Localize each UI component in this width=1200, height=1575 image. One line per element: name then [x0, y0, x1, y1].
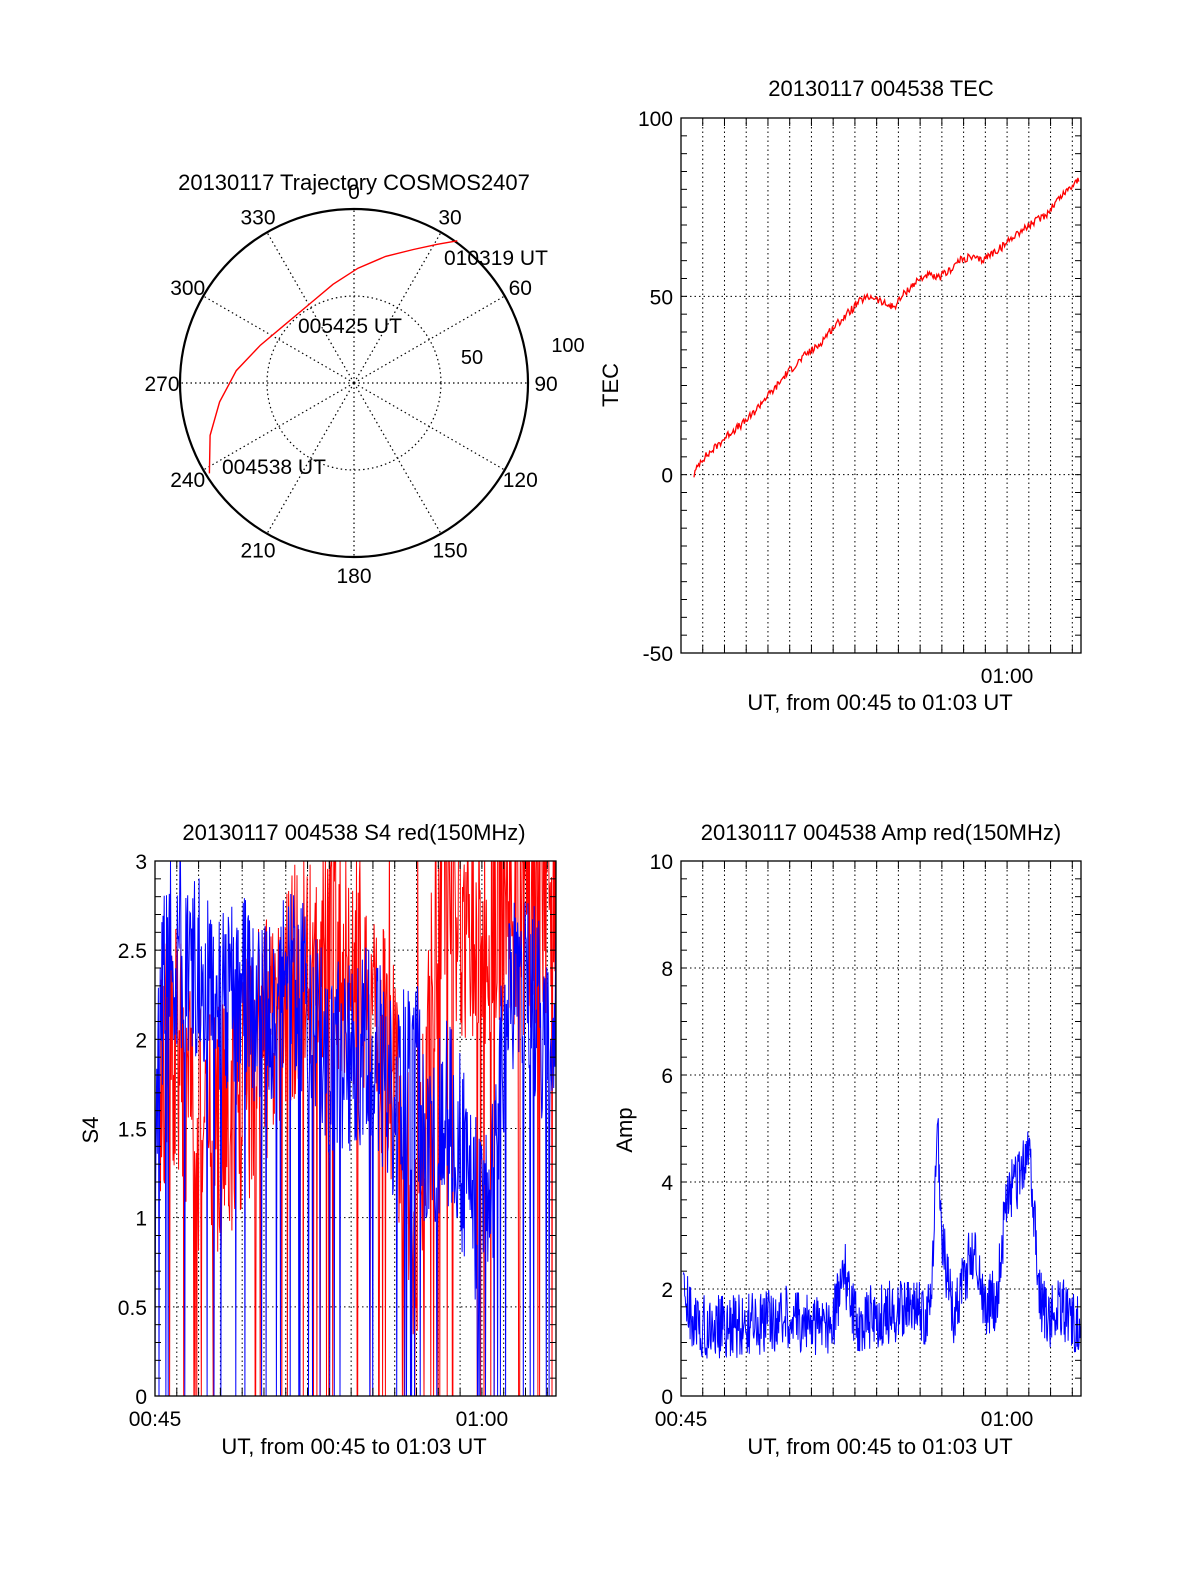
polar-azimuth-labels: 0 30 60 90 120 150 180 210 240 270 300 330 — [144, 181, 557, 588]
amp-ytick-label: 2 — [661, 1279, 673, 1302]
tec-ytick-label: 50 — [650, 286, 673, 309]
tec-grid — [681, 118, 1081, 653]
s4-ytick-label: 0 — [135, 1386, 147, 1409]
tec-ytick-label: 0 — [661, 465, 673, 488]
s4-series-line — [155, 861, 556, 1396]
polar-azimuth-label: 300 — [170, 277, 205, 300]
amp-series-line — [682, 1118, 1081, 1359]
polar-azimuth-label: 330 — [240, 207, 275, 230]
polar-azimuth-label: 180 — [336, 565, 371, 588]
amp-ytick-label: 0 — [661, 1386, 673, 1409]
polar-azimuth-label: 150 — [432, 539, 467, 562]
s4-ytick-label: 3 — [135, 851, 147, 874]
amp-series — [682, 1118, 1081, 1359]
tec-title: 20130117 004538 TEC — [768, 76, 994, 101]
tec-xtick-label: 01:00 — [981, 665, 1034, 688]
tec-ytick-label: -50 — [643, 643, 673, 666]
s4-ytick-label: 0.5 — [118, 1297, 147, 1320]
s4-ytick-label: 2 — [135, 1029, 147, 1052]
polar-azimuth-label: 270 — [144, 373, 179, 396]
tec-series-line — [693, 177, 1080, 478]
tec-ylabel: TEC — [598, 363, 623, 407]
annotation-start-time: 004538 UT — [222, 456, 326, 479]
polar-azimuth-label: 240 — [170, 469, 205, 492]
s4-ylabel: S4 — [78, 1117, 103, 1144]
amp-ylabel: Amp — [612, 1107, 637, 1152]
polar-spoke — [353, 232, 442, 384]
s4-xtick-label: 00:45 — [129, 1408, 182, 1431]
amp-chart: 20130117 004538 Amp red(150MHz) 02468100… — [612, 820, 1082, 1459]
s4-ytick-label: 2.5 — [118, 940, 147, 963]
polar-azimuth-label: 60 — [509, 277, 532, 300]
amp-xlabel: UT, from 00:45 to 01:03 UT — [747, 1434, 1012, 1459]
s4-chart: 20130117 004538 S4 red(150MHz) 0 0.5 1 1.5 2… — [78, 820, 557, 1459]
polar-azimuth-label: 0 — [348, 181, 360, 204]
polar-azimuth-label: 210 — [240, 539, 275, 562]
amp-title: 20130117 004538 Amp red(150MHz) — [701, 820, 1061, 845]
s4-xtick-label: 01:00 — [456, 1408, 509, 1431]
s4-series — [155, 861, 556, 1396]
tec-xlabel: UT, from 00:45 to 01:03 UT — [747, 690, 1012, 715]
s4-series-group — [155, 861, 556, 1396]
polar-radial-label-100: 100 — [551, 335, 584, 357]
annotation-mid-time: 005425 UT — [298, 315, 402, 338]
amp-ticks: 0 2 4 6 8 10 00:45 01:00 — [650, 851, 1081, 1431]
polar-grid — [178, 207, 530, 559]
annotation-end-time: 010319 UT — [444, 247, 548, 270]
s4-ytick-label: 1.5 — [118, 1119, 147, 1142]
s4-ytick-label: 1 — [135, 1208, 147, 1231]
tec-ytick-label: 100 — [638, 108, 673, 131]
trajectory-polar-chart: 20130117 Trajectory COSMOS2407 0 30 60 90 12… — [144, 170, 584, 588]
polar-spoke — [266, 232, 355, 384]
amp-ytick-label: 10 — [650, 851, 673, 874]
tec-chart: 20130117 004538 TEC -50 0 50 100 01:00 UT, f… — [598, 76, 1082, 715]
tec-ticks: -50 0 50 100 01:00 — [638, 108, 1081, 688]
s4-series-line — [158, 861, 556, 1396]
amp-xtick-label: 00:45 — [655, 1408, 708, 1431]
amp-xtick-label: 01:00 — [981, 1408, 1034, 1431]
polar-spoke — [353, 382, 505, 471]
tec-plot-frame — [680, 117, 1082, 654]
amp-series-group — [682, 1118, 1081, 1359]
polar-spoke — [203, 382, 355, 471]
polar-spoke — [353, 382, 442, 534]
s4-ticks: 0 0.5 1 1.5 2 2.5 3 00:45 01:00 — [118, 851, 556, 1431]
trajectory-line — [208, 240, 458, 474]
amp-ytick-label: 8 — [661, 958, 673, 981]
amp-ytick-label: 4 — [661, 1172, 673, 1195]
polar-azimuth-label: 120 — [503, 469, 538, 492]
polar-outer-ring — [178, 207, 530, 559]
s4-xlabel: UT, from 00:45 to 01:03 UT — [221, 1434, 486, 1459]
tec-series — [693, 177, 1080, 478]
tec-series-group — [693, 177, 1080, 478]
amp-ytick-label: 6 — [661, 1065, 673, 1088]
polar-spoke — [353, 295, 505, 384]
polar-radial-label-50: 50 — [461, 347, 483, 369]
polar-azimuth-label: 30 — [438, 207, 461, 230]
polar-spoke — [266, 382, 355, 534]
s4-title: 20130117 004538 S4 red(150MHz) — [182, 820, 525, 845]
trajectory-title: 20130117 Trajectory COSMOS2407 — [178, 170, 530, 195]
polar-spoke — [203, 295, 355, 384]
polar-azimuth-label: 90 — [534, 373, 557, 396]
polar-trajectory — [208, 240, 458, 474]
